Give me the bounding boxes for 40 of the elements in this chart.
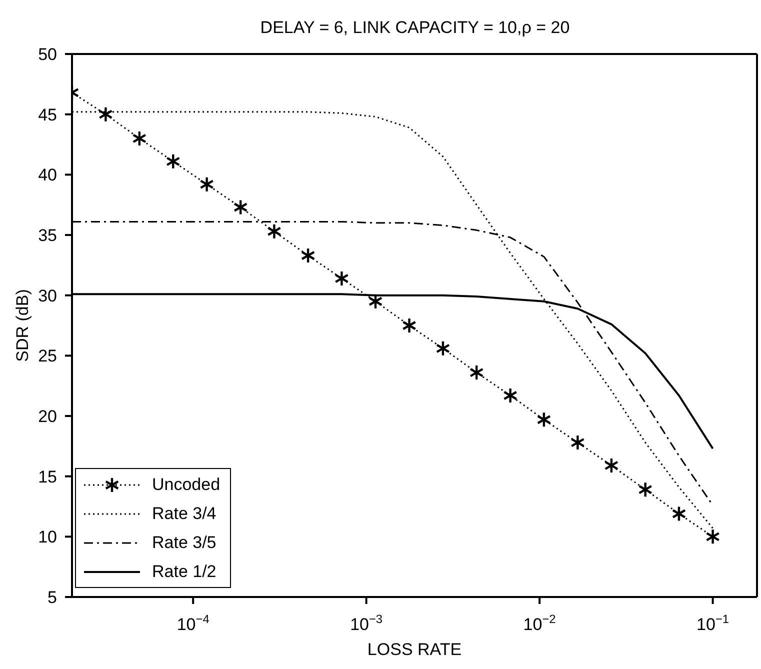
- y-tick-label: 50: [38, 45, 57, 64]
- x-tick-label: 10$^{−2}$: [523, 612, 556, 634]
- y-tick-label: 15: [38, 467, 57, 486]
- y-tick-label: 35: [38, 226, 57, 245]
- x-tick-label: 10$^{−1}$: [696, 612, 730, 634]
- point: [706, 528, 720, 545]
- point: [267, 223, 282, 240]
- point: [503, 387, 518, 404]
- legend-label: Rate 3/4: [152, 504, 216, 524]
- y-tick-label: 20: [38, 407, 57, 426]
- legend-label: Rate 3/5: [152, 532, 216, 552]
- point: [166, 153, 180, 170]
- point: [368, 293, 383, 310]
- point: [334, 270, 349, 287]
- y-tick-label: 30: [38, 286, 57, 306]
- point: [402, 317, 416, 334]
- point: [300, 247, 316, 264]
- point: [604, 457, 619, 474]
- point: [132, 130, 147, 147]
- point: [436, 340, 450, 357]
- x-tick-label: 10$^{−3}$: [350, 612, 383, 634]
- point: [536, 412, 552, 428]
- y-axis-title: SDR (dB): [13, 289, 32, 362]
- legend-label: Rate 1/2: [152, 562, 216, 582]
- point: [469, 364, 484, 381]
- y-tick-label: 40: [38, 166, 57, 185]
- point: [672, 506, 686, 522]
- point: [570, 434, 585, 451]
- y-tick-label: 45: [38, 105, 57, 124]
- y-tick-label: 25: [38, 346, 57, 366]
- x-axis-title: LOSS RATE: [367, 640, 462, 659]
- chart-title: DELAY = 6, LINK CAPACITY = 10,ρ = 20: [259, 18, 571, 38]
- point: [233, 199, 248, 216]
- y-tick-label: 10: [38, 528, 57, 547]
- point: [200, 176, 214, 192]
- x-tick-label: 10$^{−4}$: [176, 612, 210, 634]
- point: [98, 106, 113, 122]
- y-tick-label: 5: [48, 588, 57, 607]
- point: [638, 482, 652, 498]
- legend-label: Uncoded: [152, 474, 220, 494]
